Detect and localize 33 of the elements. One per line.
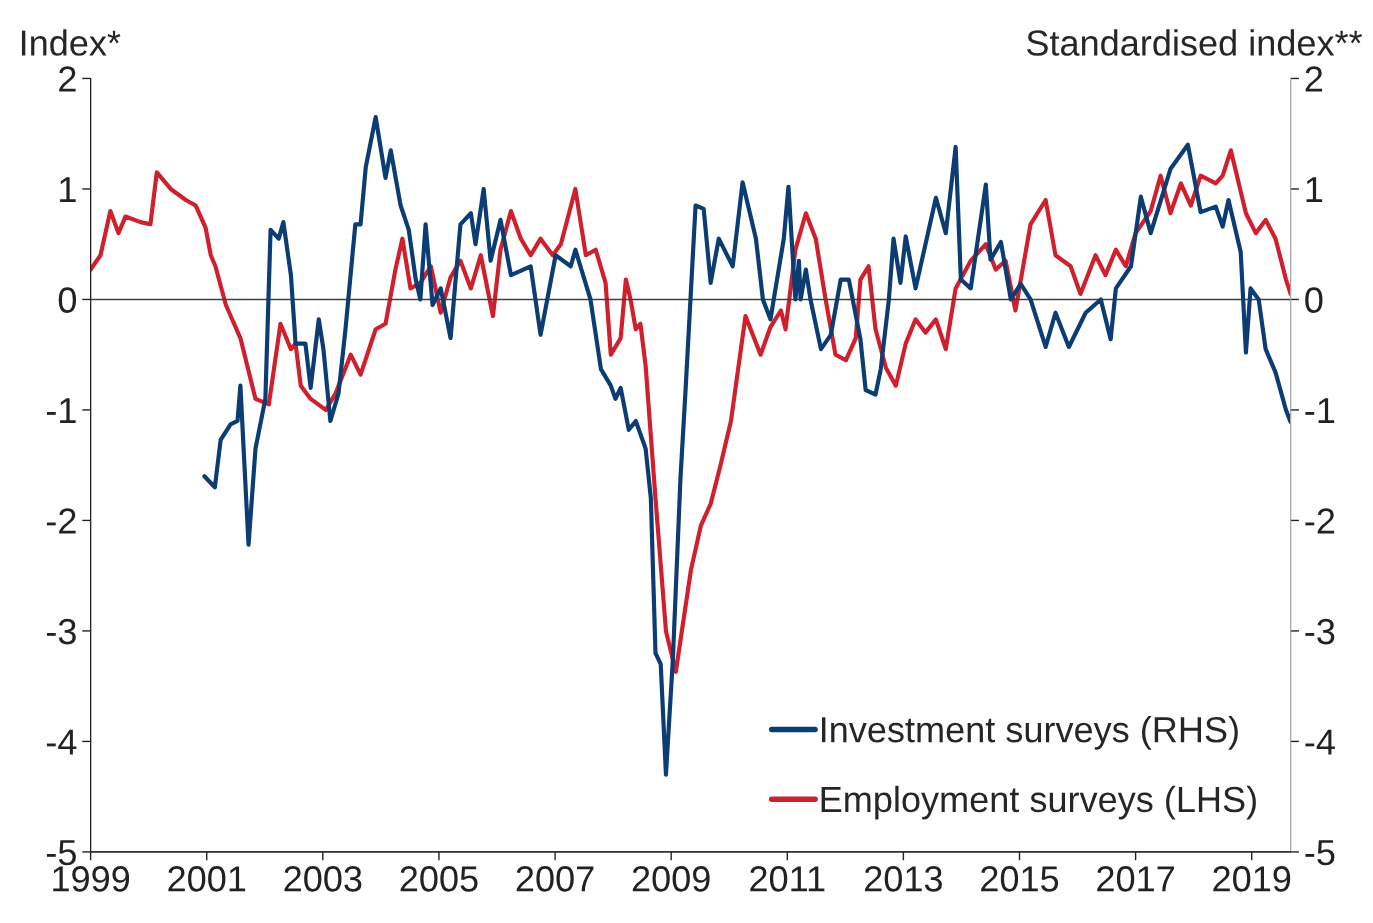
y-tick-label: 1	[60, 177, 76, 203]
y-tick-label: -4	[46, 729, 77, 755]
legend-label: Investment surveys (RHS)	[822, 715, 1238, 750]
legend-label: Employment surveys (LHS)	[821, 785, 1256, 820]
y2-tick-label: -1	[1305, 398, 1335, 424]
x-tick-label: 2007	[516, 866, 594, 892]
x-tick-label: 2015	[981, 866, 1059, 892]
x-tick-label: 1999	[53, 866, 130, 892]
y2-tick-label: 0	[1305, 287, 1323, 313]
x-tick-label: 2003	[284, 866, 362, 892]
x-tick-label: 2001	[168, 866, 246, 892]
y-tick-label: -1	[46, 398, 76, 424]
y-tick-label: 0	[58, 287, 77, 313]
y-tick-label: -2	[46, 508, 76, 534]
y-tick-label: -5	[46, 840, 76, 866]
y2-axis-title: Standardised index**	[1027, 29, 1363, 56]
y2-tick-label: 1	[1306, 177, 1323, 203]
line-series	[90, 148, 1291, 674]
x-tick-label: 2011	[750, 866, 825, 892]
y2-tick-label: -2	[1305, 508, 1335, 534]
y2-tick-label: 2	[1305, 66, 1323, 92]
y2-tick-label: -4	[1305, 729, 1335, 755]
y-tick-label: -3	[46, 618, 76, 645]
y2-tick-label: -3	[1305, 618, 1335, 645]
x-tick-label: 2019	[1213, 866, 1291, 892]
y2-tick-label: -5	[1305, 840, 1335, 866]
x-tick-label: 2009	[632, 866, 710, 892]
line-series	[202, 115, 1291, 777]
y-tick-label: 2	[59, 66, 76, 92]
y-axis-title: Index*	[21, 29, 121, 56]
x-tick-label: 2005	[400, 866, 478, 892]
x-tick-label: 2013	[865, 866, 942, 892]
x-tick-label: 2017	[1097, 866, 1174, 892]
